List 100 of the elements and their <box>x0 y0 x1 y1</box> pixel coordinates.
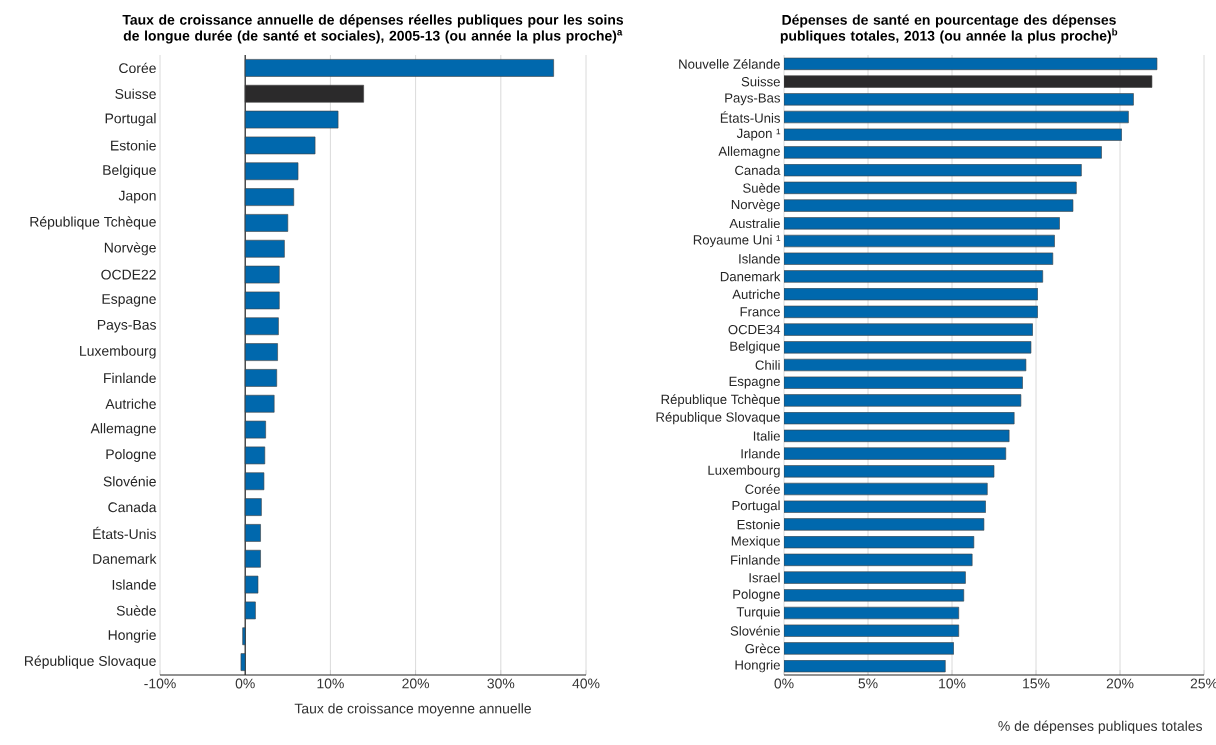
y-tick-label: Belgique <box>730 341 780 354</box>
y-tick-label: Norvège <box>104 242 156 256</box>
y-tick-label: Luxembourg <box>80 345 156 359</box>
bar <box>242 627 246 646</box>
y-tick-label: Suède <box>116 605 156 616</box>
chart-title: Taux de croissance annuelle de dépenses réelles publiques pour les soins de longue durée (de santé et sociales), 2005-13 (ou année la plus proche)$^{a}$ <box>122 14 624 44</box>
bar <box>244 110 339 129</box>
y-tick-label: Autriche <box>732 289 780 299</box>
bar <box>244 162 299 181</box>
y-tick-label: Japon <box>118 190 156 204</box>
y-tick-label: Pologne <box>106 448 156 462</box>
bar <box>244 420 266 439</box>
y-tick-label: Norvège <box>731 199 780 212</box>
y-tick-label: Irlande <box>741 448 780 459</box>
bar <box>784 500 986 513</box>
x-tick-label: 5% <box>858 678 878 689</box>
y-tick-label: Islande <box>112 579 156 590</box>
x-tick-label: 10% <box>317 678 344 689</box>
y-tick-label: Espagne <box>102 294 156 307</box>
y-tick-label: Japon ¹ <box>736 128 781 141</box>
bar <box>784 146 1102 159</box>
y-tick-label: Turquie <box>736 606 780 620</box>
bar <box>784 217 1060 230</box>
y-tick-label: Pays-Bas <box>725 93 781 106</box>
y-tick-label: Estonie <box>111 140 156 151</box>
x-tick-label: 15% <box>1023 678 1050 689</box>
y-tick-label: Australie <box>729 218 780 229</box>
y-tick-label: Islande <box>739 253 780 264</box>
bar <box>784 323 1033 336</box>
y-tick-label: République Slovaque <box>25 655 156 669</box>
y-tick-label: OCDE22 <box>101 269 156 280</box>
y-tick-label: République Slovaque <box>656 411 780 425</box>
bar <box>244 575 259 594</box>
bar <box>244 265 280 284</box>
y-tick-label: Autriche <box>105 398 156 409</box>
y-tick-label: Pologne <box>733 589 780 602</box>
x-tick-label: 30% <box>487 678 515 689</box>
bar <box>240 653 246 671</box>
y-tick-label: Allemagne <box>90 423 156 437</box>
bar <box>244 394 275 413</box>
y-tick-label: Israel <box>749 572 780 583</box>
y-tick-label: Slovénie <box>103 476 156 487</box>
bar <box>244 446 266 465</box>
bar <box>784 376 1023 389</box>
bar <box>244 343 278 361</box>
y-tick-label: Mexique <box>731 536 780 549</box>
y-tick-label: Chili <box>755 360 780 370</box>
y-tick-label: Portugal <box>732 500 780 513</box>
y-tick-label: Suisse <box>741 76 780 87</box>
bar <box>244 291 280 310</box>
x-tick-label: 20% <box>1106 678 1134 689</box>
y-tick-label: Grèce <box>745 643 780 654</box>
y-tick-label: France <box>740 307 780 317</box>
y-tick-label: Espagne <box>729 376 780 389</box>
y-tick-label: Belgique <box>103 164 156 178</box>
y-tick-label: Canada <box>108 501 157 513</box>
bar <box>244 59 554 77</box>
bar <box>244 549 261 568</box>
x-tick-label: 40% <box>572 678 600 689</box>
y-tick-label: États-Unis <box>720 111 781 123</box>
x-tick-label: 10% <box>939 678 966 689</box>
bar <box>244 498 262 516</box>
x-tick-label: -10% <box>144 678 176 689</box>
chart-title: Dépenses de santé en pourcentage des dépenses publiques totales, 2013 (ou année la plus proche)$^{b}$ <box>780 14 1118 44</box>
bar <box>244 524 261 542</box>
y-tick-label: Hongrie <box>108 629 156 643</box>
bar <box>784 128 1122 141</box>
y-tick-label: Suisse <box>115 88 156 99</box>
y-tick-label: Pays-Bas <box>97 320 156 333</box>
y-tick-label: Canada <box>735 165 781 175</box>
y-tick-label: Finlande <box>731 555 780 565</box>
y-tick-label: Finlande <box>104 372 156 384</box>
y-tick-label: Danemark <box>93 553 157 564</box>
bar <box>244 369 278 387</box>
bar <box>784 571 966 584</box>
y-tick-label: Italie <box>753 431 780 441</box>
y-tick-label: Luxembourg <box>708 465 780 478</box>
bar <box>244 136 316 155</box>
bar <box>784 93 1134 106</box>
bar <box>244 601 256 620</box>
y-tick-label: Suède <box>743 182 780 193</box>
y-tick-label: Slovénie <box>730 625 780 636</box>
y-tick-label: Allemagne <box>718 146 780 159</box>
y-tick-label: Portugal <box>105 113 156 127</box>
bar <box>784 642 954 655</box>
y-tick-label: États-Unis <box>93 526 156 540</box>
bar <box>244 214 289 232</box>
y-tick-label: Danemark <box>720 271 781 282</box>
y-tick-label: Hongrie <box>735 660 780 673</box>
bar <box>784 465 995 478</box>
y-tick-label: OCDE34 <box>728 324 781 335</box>
x-axis-title: Taux de croissance moyenne annuelle <box>294 703 531 717</box>
y-tick-label: République Tchèque <box>30 216 156 230</box>
bar <box>244 188 295 206</box>
x-tick-label: 0% <box>235 678 255 689</box>
x-tick-label: 20% <box>402 678 430 689</box>
y-tick-label: République Tchèque <box>661 394 780 407</box>
x-tick-label: 0% <box>774 678 794 689</box>
y-tick-label: Nouvelle Zélande <box>679 58 780 69</box>
bar <box>244 317 279 336</box>
